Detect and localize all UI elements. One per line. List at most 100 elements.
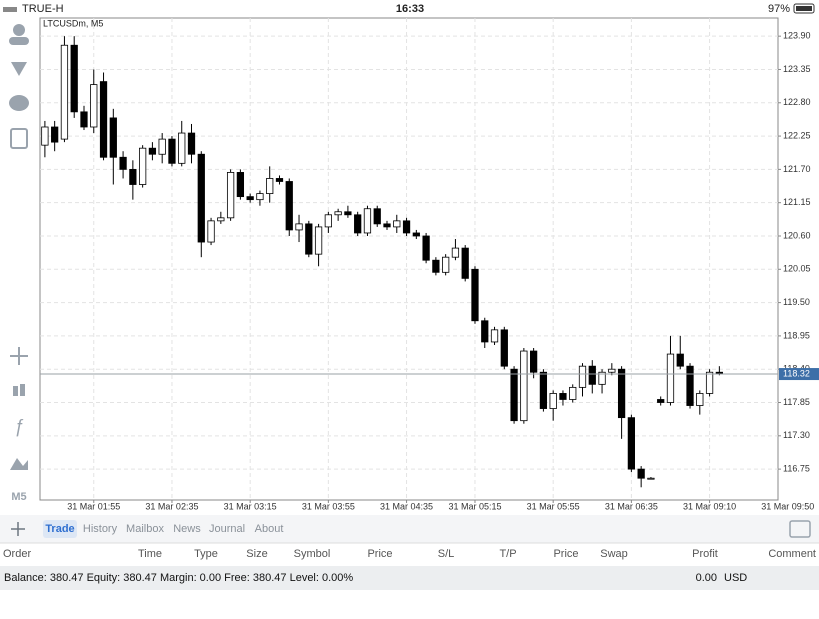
y-tick-label: 120.60 (783, 230, 811, 240)
battery-icon (793, 3, 815, 14)
candle-body (60, 44, 69, 140)
crosshair-icon[interactable] (10, 347, 28, 365)
tab[interactable]: Journal (209, 523, 245, 535)
chat-icon[interactable] (9, 95, 29, 111)
candle-body (578, 365, 587, 388)
tab[interactable]: Mailbox (126, 523, 164, 535)
sidebar: ƒ M5 (9, 24, 29, 503)
candle-body (481, 320, 489, 343)
candle-body (275, 178, 284, 182)
indicators-icon[interactable]: ƒ (14, 416, 24, 436)
candle-body (569, 386, 577, 400)
candle-body (373, 208, 381, 225)
candle-body (236, 172, 245, 198)
x-tick-label: 31 Mar 03:55 (302, 501, 355, 511)
candle-body (41, 126, 49, 146)
tab[interactable]: History (83, 523, 118, 535)
candle-body (627, 417, 636, 470)
account-icon[interactable] (13, 24, 25, 36)
price-tag-label: 118.32 (783, 368, 810, 378)
candle-body (676, 353, 684, 367)
candle-body (461, 247, 469, 279)
candle-body (588, 365, 596, 385)
candle-body (442, 256, 450, 273)
y-tick-label: 116.75 (783, 463, 810, 473)
candle-body (148, 147, 157, 155)
tab[interactable]: Trade (45, 523, 74, 535)
candle-body (647, 477, 655, 480)
candle-body (500, 329, 508, 367)
column-header: Size (246, 548, 267, 560)
x-tick-label: 31 Mar 05:15 (448, 501, 501, 511)
candle-body (402, 220, 411, 234)
candle-body (510, 368, 518, 422)
candle-body (686, 365, 694, 406)
column-header: S/L (438, 548, 455, 560)
candle-body (178, 132, 186, 164)
candle-body (608, 368, 616, 373)
trade-icon[interactable] (11, 62, 27, 76)
objects-icon[interactable] (10, 458, 28, 470)
candle-body (70, 44, 78, 113)
tab[interactable]: About (255, 523, 284, 535)
new-order-icon[interactable] (10, 128, 28, 149)
candle-body (158, 138, 166, 155)
candle-body (246, 196, 254, 201)
candle-body (80, 111, 88, 128)
candle-body (617, 368, 626, 419)
column-header: T/P (499, 548, 516, 560)
x-tick-label: 31 Mar 06:35 (605, 501, 658, 511)
candle-body (637, 468, 645, 479)
candle-body (393, 220, 401, 228)
candle-body (471, 268, 479, 322)
layout-button[interactable] (789, 520, 811, 538)
footer-bar (0, 566, 819, 590)
candle-body (305, 223, 313, 255)
carrier: TRUE-H (22, 3, 64, 15)
column-header: Order (3, 548, 31, 560)
candle-body (451, 247, 460, 258)
chart-type-icon[interactable] (13, 386, 18, 396)
tab-bar (0, 515, 819, 543)
candle-body (705, 371, 714, 394)
candle-body (139, 147, 147, 185)
tab[interactable]: News (173, 523, 201, 535)
candle-body (187, 132, 196, 155)
timeframe[interactable]: M5 (11, 491, 26, 503)
candle-body (520, 350, 528, 422)
candle-body (344, 211, 352, 216)
candle-body (90, 84, 98, 128)
candle-body (295, 223, 303, 231)
x-tick-label: 31 Mar 02:35 (145, 501, 198, 511)
y-tick-label: 117.85 (783, 397, 810, 407)
candle-body (226, 172, 235, 219)
chart-title: LTCUSDm, M5 (43, 18, 103, 28)
candle-body (51, 126, 59, 143)
signal-icon (3, 7, 17, 12)
account-icon-body[interactable] (9, 37, 29, 45)
account-summary: Balance: 380.47 Equity: 380.47 Margin: 0… (4, 572, 353, 584)
candle-body (363, 208, 372, 234)
column-header: Price (553, 548, 578, 560)
candle-body (266, 178, 274, 195)
x-tick-label: 31 Mar 01:55 (67, 501, 120, 511)
y-tick-label: 117.30 (783, 430, 810, 440)
y-tick-label: 120.05 (783, 264, 811, 274)
add-button[interactable] (11, 522, 25, 536)
y-tick-label: 121.70 (783, 164, 811, 174)
candle-body (412, 232, 420, 237)
candle-body (530, 350, 538, 373)
y-tick-label: 122.80 (783, 97, 811, 107)
candle-body (324, 214, 332, 228)
candle-body (99, 81, 108, 158)
candle-body (197, 153, 205, 243)
plot-frame (39, 17, 779, 501)
y-tick-label: 118.95 (783, 330, 810, 340)
column-header: Type (194, 548, 218, 560)
candle-body (168, 138, 176, 164)
candle-body (657, 399, 665, 403)
chart-type-icon-b[interactable] (20, 384, 25, 396)
candle-body (217, 217, 225, 222)
candle-body (119, 156, 127, 170)
